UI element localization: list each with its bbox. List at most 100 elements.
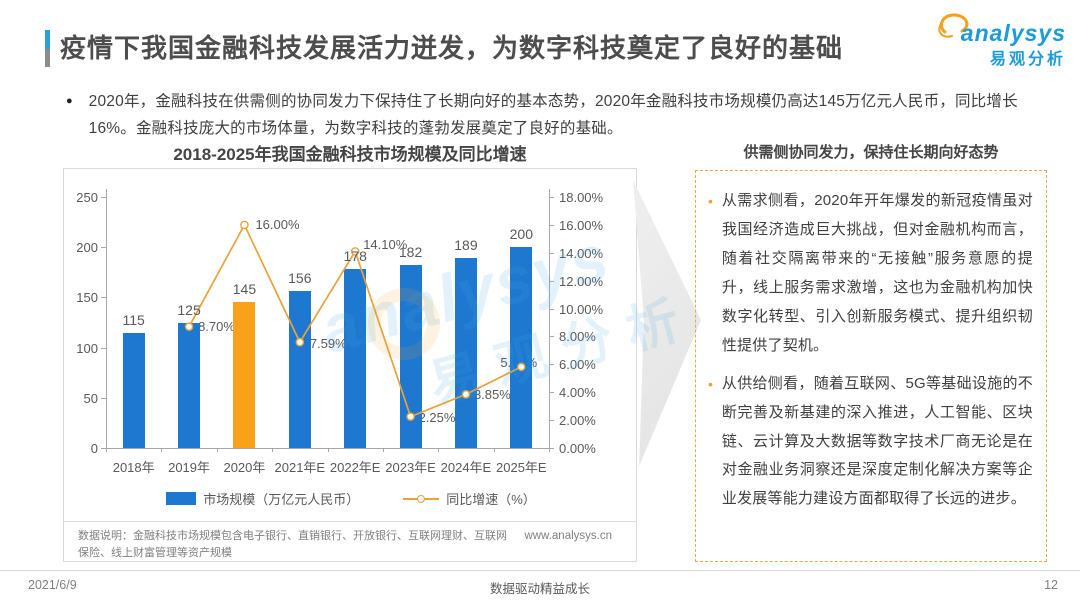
tick-mark — [106, 448, 107, 452]
summary-text: 2020年，金融科技在供需侧的协同发力下保持住了长期向好的基本态势，2020年金… — [88, 93, 1018, 138]
y2-axis-tick-label: 14.00% — [559, 245, 604, 261]
tick-mark — [549, 364, 554, 366]
bullet-dot-icon: • — [708, 193, 713, 209]
tick-mark — [161, 448, 163, 452]
page-title: 疫情下我国金融科技发展活力迸发，为数字科技奠定了良好的基础 — [60, 33, 844, 63]
x-axis-label: 2021年E — [274, 460, 326, 475]
tick-mark — [438, 448, 440, 452]
x-axis-label: 2022年E — [329, 460, 381, 475]
tick-mark — [549, 280, 554, 282]
chart-plot-area: 0 50 100 150 200 250 0.00% 2.00% 4.00% 6.00% 8.00%… — [64, 169, 636, 561]
y2-axis-tick-label: 2.00% — [559, 413, 596, 429]
footer-page-number: 12 — [1044, 578, 1058, 592]
right-arrow-shape — [633, 180, 701, 466]
bar-2019年 — [178, 322, 201, 448]
tick-mark — [549, 420, 554, 422]
logo-swirl-icon — [935, 10, 975, 47]
source-url[interactable]: www.analysys.cn — [524, 530, 612, 542]
y2-axis-tick-label: 10.00% — [559, 301, 604, 317]
bar-2023年E — [399, 265, 422, 448]
y2-axis-tick-label: 8.00% — [559, 329, 596, 345]
x-axis-label: 2020年 — [223, 460, 266, 475]
growth-point-label: 2.25% — [418, 409, 456, 425]
tick-mark — [382, 448, 384, 452]
tick-mark — [549, 308, 554, 310]
panel-bullet-supply: • 从供给侧看，随着互联网、5G等基础设施的不断完善及新基建的深入推进，人工智能… — [708, 370, 1033, 515]
tick-mark — [327, 448, 329, 452]
tick-mark — [549, 392, 554, 394]
bullet-dot-icon: ● — [66, 95, 73, 107]
brand-logo: analysys 易观分析 — [935, 10, 1066, 69]
legend-item-growth-rate: 同比增速（%） — [403, 489, 536, 508]
footer-divider — [0, 570, 1080, 571]
bar-value-label: 200 — [509, 226, 533, 243]
y-axis-tick-label: 100 — [76, 340, 98, 356]
bar-value-label: 182 — [398, 244, 423, 261]
note-divider — [64, 521, 636, 522]
tick-mark — [272, 448, 274, 452]
growth-point-label: 8.70% — [198, 318, 235, 334]
bar-value-label: 178 — [343, 248, 367, 265]
growth-point-label: 16.00% — [255, 216, 300, 232]
title-accent-bar — [45, 30, 50, 67]
y-axis-tick-label: 50 — [83, 390, 98, 406]
insight-panel: • 从需求侧看，2020年开年爆发的新冠疫情虽对我国经济造成巨大挑战，但对金融机… — [695, 170, 1047, 562]
legend-bar-swatch — [166, 492, 197, 505]
tick-mark — [549, 197, 554, 198]
y2-axis-tick-label: 18.00% — [559, 190, 604, 205]
tick-mark — [216, 448, 218, 452]
footer-date: 2021/6/9 — [28, 578, 77, 592]
panel-bullet-demand: • 从需求侧看，2020年开年爆发的新冠疫情虽对我国经济造成巨大挑战，但对金融机… — [708, 187, 1033, 361]
bar-2020年 — [233, 302, 256, 448]
tick-mark — [101, 347, 106, 349]
growth-point-label: 3.85% — [473, 387, 511, 403]
y-axis-left — [106, 189, 107, 448]
tick-mark — [493, 448, 495, 452]
panel-bullet-text: 从供给侧看，随着互联网、5G等基础设施的不断完善及新基建的深入推进，人工智能、区… — [721, 374, 1033, 508]
bar-value-label: 125 — [177, 301, 201, 318]
x-axis-label: 2023年E — [385, 460, 436, 475]
tick-mark — [101, 247, 106, 249]
bullet-dot-icon: • — [708, 375, 713, 392]
x-axis-label: 2018年 — [112, 460, 155, 475]
tick-mark — [101, 297, 106, 299]
bar-2018年 — [122, 332, 145, 448]
tick-mark — [549, 224, 554, 226]
bar-value-label: 115 — [122, 311, 145, 328]
y-axis-tick-label: 150 — [76, 290, 98, 306]
chart-card: 0 50 100 150 200 250 0.00% 2.00% 4.00% 6.00% 8.00%… — [63, 168, 637, 562]
y-axis-tick-label: 250 — [76, 190, 98, 205]
y2-axis-tick-label: 4.00% — [559, 385, 596, 401]
y2-axis-tick-label: 16.00% — [559, 217, 604, 233]
growth-point-label: 7.59% — [309, 336, 347, 352]
logo-wordmark: analysys — [960, 20, 1066, 46]
tick-mark — [101, 397, 106, 399]
chart-legend: 市场规模（万亿元人民币） 同比增速（%） — [64, 489, 638, 508]
tick-mark — [549, 252, 554, 254]
y-axis-right — [549, 189, 550, 448]
x-axis-label: 2019年 — [168, 460, 211, 475]
footer-slogan: 数据驱动精益成长 — [489, 582, 590, 596]
panel-bullet-text: 从需求侧看，2020年开年爆发的新冠疫情虽对我国经济造成巨大挑战，但对金融机构而… — [721, 192, 1033, 354]
bar-2022年E — [344, 269, 367, 448]
tick-mark — [101, 448, 106, 449]
y2-axis-tick-label: 12.00% — [559, 273, 604, 289]
y-axis-tick-label: 200 — [76, 240, 98, 256]
summary-bullet: ● 2020年，金融科技在供需侧的协同发力下保持住了长期向好的基本态势，2020… — [66, 88, 1022, 142]
y2-axis-tick-label: 6.00% — [559, 357, 596, 373]
bar-value-label: 145 — [232, 281, 257, 298]
tick-mark — [549, 448, 550, 452]
bar-2024年E — [454, 258, 477, 448]
data-note: 数据说明：金融科技市场规模包含电子银行、直销银行、开放银行、互联网理财、互联网保… — [78, 530, 507, 560]
panel-heading: 供需侧协同发力，保持住长期向好态势 — [743, 144, 999, 161]
x-axis-label: 2024年E — [440, 460, 492, 475]
chart-title: 2018-2025年我国金融科技市场规模及同比增速 — [173, 145, 527, 164]
y2-axis-tick-label: 0.00% — [559, 441, 596, 456]
bar-2025年E — [510, 247, 533, 448]
y-axis-tick-label: 0 — [90, 441, 98, 456]
bar-value-label: 156 — [288, 270, 312, 287]
bar-value-label: 189 — [454, 237, 478, 254]
tick-mark — [101, 197, 106, 198]
tick-mark — [549, 448, 554, 449]
legend-item-market-size: 市场规模（万亿元人民币） — [166, 489, 359, 508]
